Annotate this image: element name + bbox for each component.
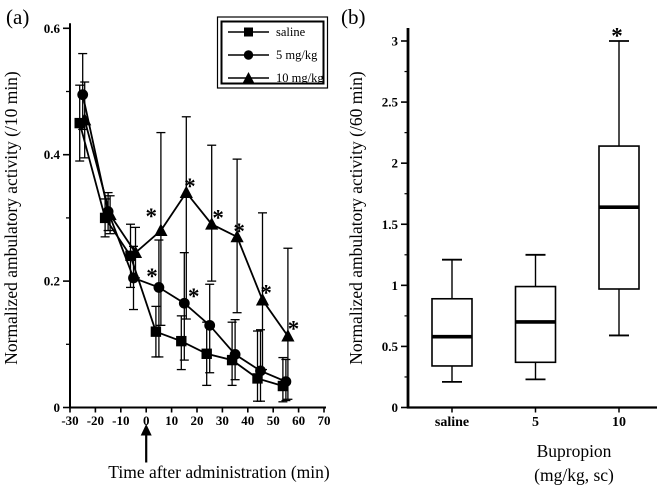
panel-b-y-tick-label: 3: [392, 34, 399, 49]
panel-b-y-tick-label: 0: [392, 400, 399, 415]
panel-b-y-tick-label: 2: [392, 156, 399, 171]
series-marker-triangle: [128, 245, 143, 259]
panel-a-x-tick-label: 70: [318, 413, 331, 428]
panel-a-x-tick-label: 60: [292, 413, 305, 428]
series-marker-square: [201, 348, 212, 359]
panel-a-y-tick-label: 0.6: [44, 21, 61, 36]
panel-b-category-label: saline: [435, 415, 469, 430]
legend-entry-label: saline: [276, 25, 306, 39]
panel-a-x-tick-label: 50: [267, 413, 280, 428]
series-marker-circle: [280, 376, 292, 387]
significance-asterisk: *: [288, 316, 300, 341]
significance-asterisk: *: [260, 280, 272, 305]
panel-b-x-axis-title-line1: Bupropion: [537, 441, 612, 461]
series-marker-triangle: [255, 293, 270, 306]
panel-a-line-chart: 0 0.2 0.4 0.6 -30 -20 -10 0 10 20 30 40 50 60 70 * * * * * *…: [44, 16, 331, 463]
panel-a-x-axis-title: Time after administration (min): [108, 462, 330, 482]
panel-a-x-tick-label: 30: [216, 413, 229, 428]
box-10: [598, 145, 640, 290]
legend-marker-triangle: [242, 72, 255, 83]
series-marker-triangle: [281, 329, 295, 342]
panel-a-y-tick-label: 0.4: [44, 147, 61, 162]
series-marker-circle: [153, 282, 165, 293]
panel-b-box-plot: 0 0.5 1 1.5 2 2.5 3 saline 5 10 *: [382, 24, 657, 430]
series-marker-triangle: [78, 112, 92, 126]
significance-asterisk: *: [146, 264, 158, 289]
panel-a-x-tick-label: 40: [241, 413, 254, 428]
series-marker-circle: [204, 319, 216, 331]
panel-b-category-label: 10: [612, 415, 626, 430]
significance-asterisk: *: [212, 206, 224, 231]
panel-a-y-tick-label: 0.2: [44, 274, 60, 289]
panel-a-x-tick-label: 0: [143, 413, 150, 428]
series-marker-square: [176, 335, 187, 347]
series-marker-circle: [229, 349, 241, 360]
panel-a-y-tick-label: 0: [54, 400, 61, 415]
series-marker-triangle: [230, 229, 244, 243]
legend-entry-label: 10 mg/kg: [276, 71, 324, 85]
box-5: [514, 285, 557, 364]
panel-a-y-axis-title: Normalized ambulatory activity (/10 min): [1, 71, 21, 365]
panel-a-x-tick-label: -10: [112, 413, 129, 428]
significance-asterisk: *: [146, 204, 158, 229]
legend-marker-square: [244, 27, 253, 37]
panel-b-y-tick-label: 0.5: [382, 339, 399, 354]
series-marker-triangle: [103, 207, 117, 221]
box-saline: [431, 297, 473, 367]
panel-a-x-tick-label: -20: [87, 413, 104, 428]
series-marker-triangle: [205, 217, 219, 230]
series-marker-circle: [255, 365, 266, 377]
legend-entry-label: 5 mg/kg: [276, 48, 318, 62]
series-marker-triangle: [154, 223, 168, 236]
significance-asterisk: *: [611, 24, 623, 49]
series-marker-triangle: [179, 185, 193, 199]
panel-b-label: (b): [341, 5, 366, 29]
significance-asterisk: *: [188, 284, 200, 309]
significance-asterisk: *: [184, 174, 196, 199]
panel-a-x-tick-label: 10: [165, 413, 178, 428]
legend-marker-circle: [243, 50, 254, 60]
panel-a-x-tick-label: 20: [191, 413, 204, 428]
panel-b-y-tick-label: 2.5: [382, 95, 399, 110]
administration-arrow-head: [140, 424, 152, 436]
series-marker-square: [252, 373, 263, 384]
panel-a-label: (a): [6, 5, 29, 29]
series-marker-square: [226, 354, 238, 366]
panel-b-y-tick-label: 1: [392, 278, 399, 293]
significance-asterisk: *: [233, 219, 245, 244]
panel-b-category-label: 5: [532, 415, 539, 430]
series-marker-square: [150, 326, 162, 337]
series-marker-circle: [77, 89, 89, 101]
panel-b-y-axis-title: Normalized ambulatory activity (/60 min): [346, 71, 366, 365]
panel-b-x-axis-title-line2: (mg/kg, sc): [534, 465, 614, 485]
panel-a-x-tick-label: -30: [61, 413, 78, 428]
series-marker-circle: [178, 297, 190, 309]
legend: saline 5 mg/kg 10 mg/kg: [216, 16, 329, 89]
panel-b-y-tick-label: 1.5: [382, 217, 399, 232]
